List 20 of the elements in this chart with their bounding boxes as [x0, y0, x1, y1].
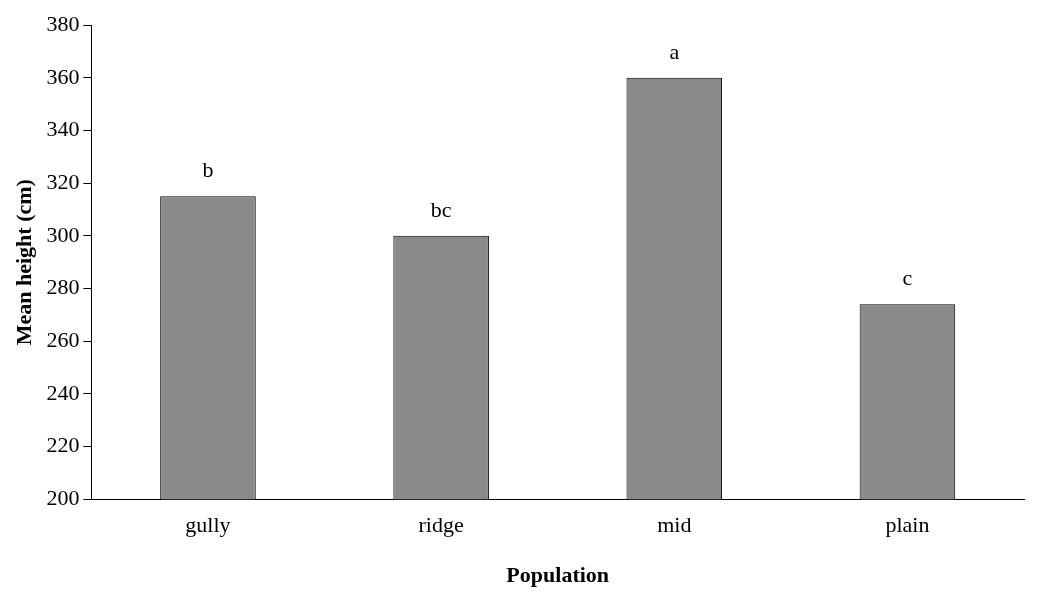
y-tick-label: 200 — [46, 484, 80, 510]
x-tick-label: gully — [185, 512, 231, 538]
x-tick-label: mid — [657, 512, 692, 538]
annotation: c — [902, 265, 913, 291]
annotation: b — [202, 157, 214, 183]
y-tick-label: 240 — [46, 379, 80, 405]
y-tick-label: 280 — [46, 274, 80, 300]
y-axis-title: Mean height (cm) — [10, 179, 36, 346]
y-tick-label: 300 — [46, 221, 80, 247]
y-tick-label: 260 — [46, 326, 80, 352]
y-tick-label: 320 — [46, 168, 80, 194]
y-tick-label: 340 — [46, 116, 80, 142]
x-tick-label: ridge — [418, 512, 464, 538]
annotation: bc — [430, 196, 452, 222]
y-tick-label: 220 — [46, 432, 80, 458]
x-tick-label: plain — [885, 512, 930, 538]
y-tick-label: 360 — [46, 63, 80, 89]
annotation: a — [669, 38, 680, 64]
y-tick-label: 380 — [46, 10, 80, 36]
x-axis-title: Population — [506, 562, 610, 588]
